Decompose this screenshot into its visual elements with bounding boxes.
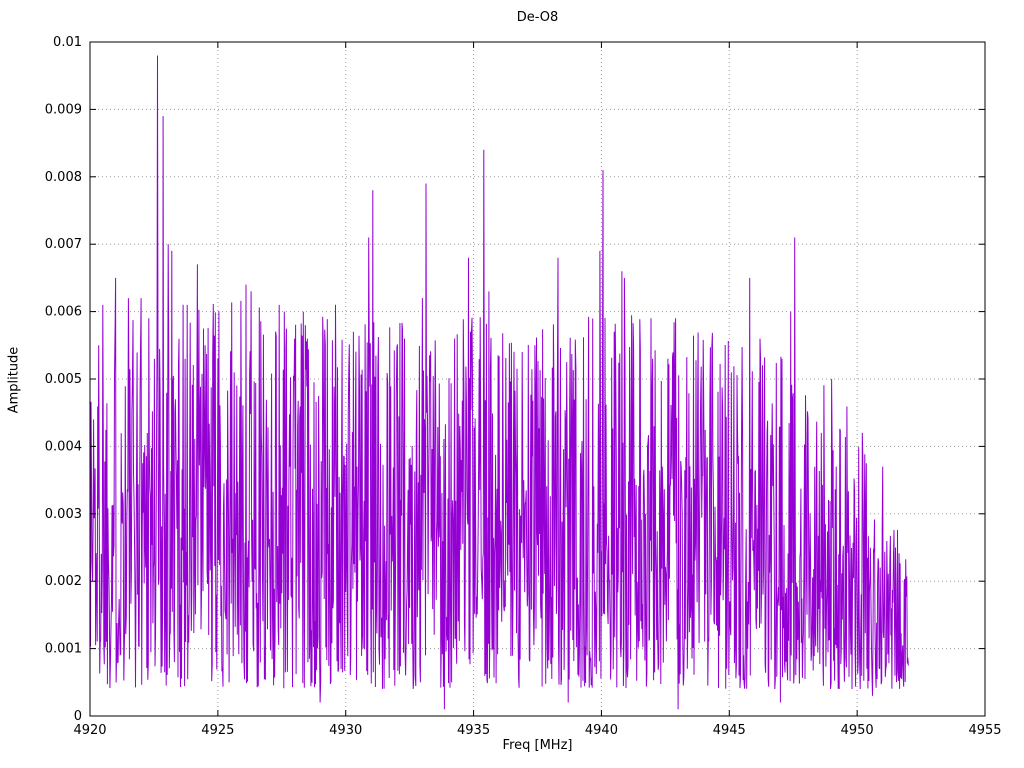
y-tick-label: 0.003 — [45, 507, 82, 522]
y-tick-label: 0.01 — [53, 35, 82, 50]
plot-frame — [89, 41, 986, 717]
x-tick-label: 4925 — [201, 723, 234, 738]
y-tick-label: 0.005 — [45, 372, 82, 387]
x-axis-label: Freq [MHz] — [502, 738, 573, 753]
y-tick-label: 0.009 — [45, 102, 82, 117]
chart-title: De-O8 — [516, 10, 559, 25]
y-tick-label: 0.002 — [45, 574, 82, 589]
y-tick-label: 0.004 — [45, 439, 82, 454]
y-tick-label: 0 — [74, 709, 82, 724]
x-tick-label: 4930 — [329, 723, 362, 738]
x-tick-label: 4935 — [457, 723, 490, 738]
data-series — [89, 55, 909, 710]
x-tick-label: 4955 — [968, 723, 1001, 738]
x-tick-label: 4940 — [585, 723, 618, 738]
tick-labels: 4920 4925 4930 4935 4940 4945 4950 4955 0 0.001 0.… — [45, 35, 1002, 738]
x-tick-label: 4920 — [73, 723, 106, 738]
x-tick-label: 4945 — [713, 723, 746, 738]
x-tick-label: 4950 — [841, 723, 874, 738]
y-tick-label: 0.006 — [45, 305, 82, 320]
y-tick-label: 0.008 — [45, 170, 82, 185]
y-tick-label: 0.001 — [45, 642, 82, 657]
y-axis-label: Amplitude — [6, 346, 22, 414]
y-tick-label: 0.007 — [45, 237, 82, 252]
